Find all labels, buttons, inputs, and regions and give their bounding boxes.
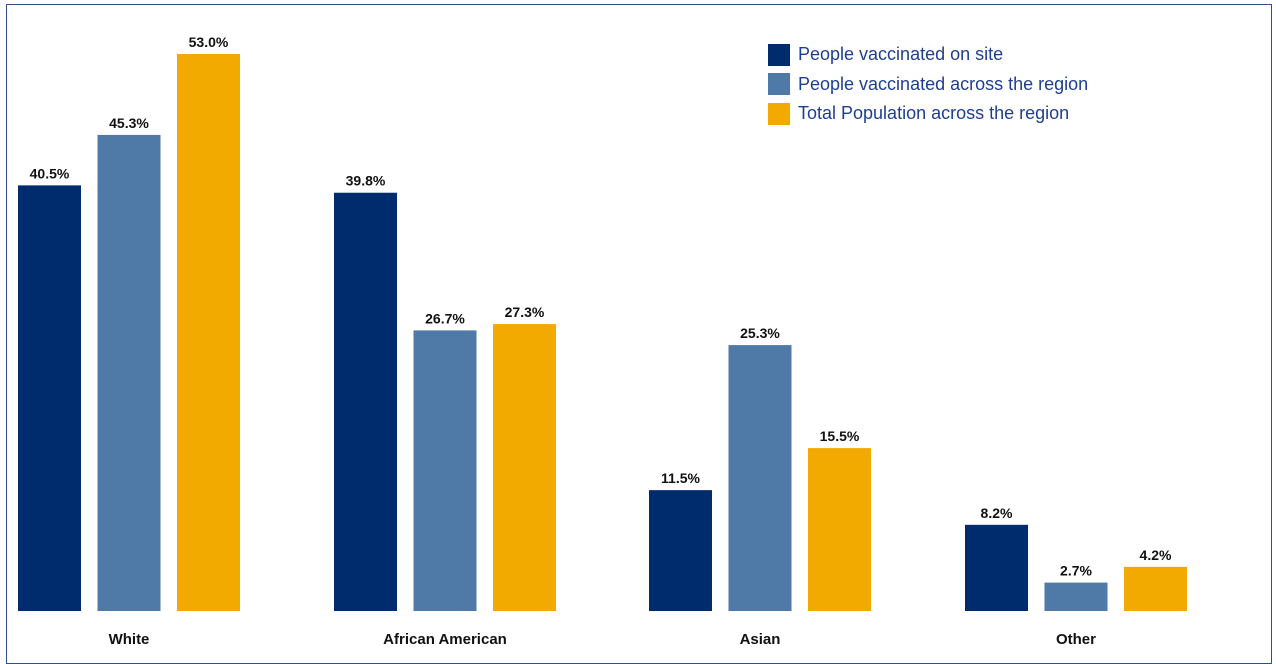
legend: People vaccinated on site People vaccina… [768,40,1088,129]
bar-other-series-3 [1124,566,1187,611]
legend-item-population: Total Population across the region [768,99,1088,129]
category-label-african-american: African American [383,631,507,648]
data-label-white-series-2: 45.3% [109,115,149,131]
data-label-other-series-2: 2.7% [1060,563,1092,579]
legend-label-population: Total Population across the region [798,103,1070,124]
legend-item-region: People vaccinated across the region [768,70,1088,100]
legend-swatch-region [768,73,790,96]
bar-african-american-series-2 [413,330,477,611]
bar-asian-series-2 [728,345,792,611]
legend-label-on-site: People vaccinated on site [798,44,1004,65]
category-label-asian: Asian [740,631,781,648]
legend-item-on-site: People vaccinated on site [768,40,1088,70]
data-label-african-american-series-1: 39.8% [346,173,386,189]
data-label-other-series-1: 8.2% [981,505,1013,521]
data-label-asian-series-3: 15.5% [820,428,860,444]
bar-white-series-3 [177,54,240,611]
bar-asian-series-3 [808,448,871,611]
data-label-african-american-series-2: 26.7% [425,310,465,326]
legend-label-region: People vaccinated across the region [798,73,1089,94]
bar-white-series-2 [97,134,161,611]
legend-swatch-on-site [768,43,790,66]
data-label-other-series-3: 4.2% [1140,547,1172,563]
category-label-other: Other [1056,631,1096,648]
legend-swatch-population [768,102,790,125]
data-label-asian-series-1: 11.5% [661,470,700,486]
bar-other-series-2 [1044,582,1108,611]
bar-other-series-1 [965,524,1028,611]
bar-african-american-series-3 [493,324,556,611]
data-label-white-series-1: 40.5% [30,165,70,181]
bar-african-american-series-1 [334,192,397,611]
data-label-african-american-series-3: 27.3% [505,304,545,320]
data-label-asian-series-2: 25.3% [740,325,780,341]
bar-asian-series-1 [649,490,712,611]
data-label-white-series-3: 53.0% [189,34,229,50]
category-label-white: White [109,631,150,648]
bar-white-series-1 [18,185,81,611]
